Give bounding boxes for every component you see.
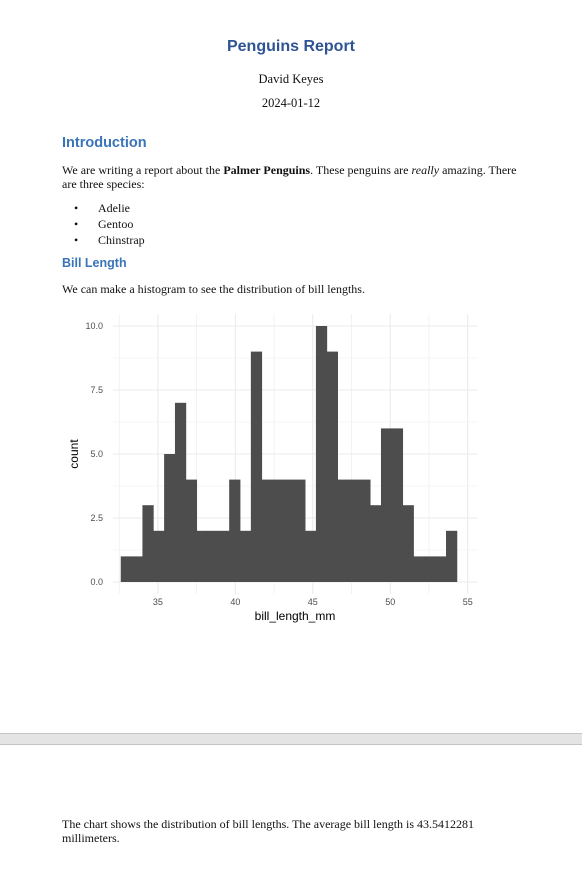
intro-text-end: amazing. There are three species: <box>62 163 517 191</box>
histogram-bar <box>240 530 252 582</box>
histogram-bar <box>196 530 208 582</box>
histogram-bar <box>424 556 436 582</box>
histogram-bar <box>305 530 317 582</box>
species-item: Chinstrap <box>62 232 145 248</box>
x-tick-label: 55 <box>463 597 473 607</box>
histogram-bar <box>153 530 165 582</box>
x-tick-label: 50 <box>385 597 395 607</box>
x-tick-label: 40 <box>230 597 240 607</box>
histogram-bar <box>294 479 306 582</box>
histogram-bar <box>413 556 425 582</box>
y-tick-label: 10.0 <box>85 321 103 331</box>
bill-length-heading: Bill Length <box>62 256 127 270</box>
summary-paragraph: The chart shows the distribution of bill… <box>62 817 475 845</box>
introduction-heading: Introduction <box>62 135 147 151</box>
histogram-bar <box>283 479 295 582</box>
species-item: Adelie <box>62 200 145 216</box>
report-author: David Keyes <box>258 72 324 86</box>
histogram-bar <box>261 479 273 582</box>
y-tick-label: 2.5 <box>90 513 103 523</box>
histogram-bar <box>391 428 404 582</box>
histogram-bar <box>435 556 447 582</box>
intro-italic-text: really <box>411 163 440 177</box>
report-date: 2024-01-12 <box>261 96 321 110</box>
histogram-bar <box>272 479 284 582</box>
intro-text-start: We are writing a report about the <box>62 163 224 177</box>
report-title: Penguins Report <box>226 38 355 55</box>
x-axis-title: bill_length_mm <box>255 609 336 623</box>
histogram-bar <box>120 556 132 582</box>
x-tick-label: 45 <box>308 597 318 607</box>
histogram-bar <box>229 479 241 582</box>
y-axis-title: count <box>67 439 81 469</box>
page-break <box>0 733 582 745</box>
histogram-bar <box>164 454 176 582</box>
bill-length-histogram: 35 40 45 50 55 0.0 2.5 5.0 7.5 10.0 bill_length_mm… <box>67 314 477 623</box>
histogram-bar <box>326 351 338 582</box>
histogram-bar <box>185 479 198 582</box>
histogram-bar <box>359 479 371 582</box>
histogram-bar <box>174 402 187 582</box>
histogram-bar <box>315 326 328 582</box>
bill-length-paragraph: We can make a histogram to see the distr… <box>62 282 365 296</box>
y-tick-label: 7.5 <box>90 385 103 395</box>
x-tick-label: 35 <box>153 597 163 607</box>
report-page-1: Penguins Report David Keyes 2024-01-12 I… <box>0 0 582 733</box>
histogram-bar <box>131 556 143 582</box>
histogram-bar <box>402 505 414 582</box>
histogram-bar <box>446 530 458 582</box>
histogram-bar <box>218 530 230 582</box>
species-list: Adelie Gentoo Chinstrap <box>62 200 145 248</box>
report-page-2: The chart shows the distribution of bill… <box>0 745 582 870</box>
histogram-bar <box>370 505 382 582</box>
intro-bold-text: Palmer Penguins <box>223 163 311 177</box>
histogram-bar <box>348 479 360 582</box>
introduction-paragraph: We are writing a report about the Palmer… <box>62 163 532 191</box>
histogram-bar <box>337 479 349 582</box>
histogram-bar <box>250 351 263 582</box>
histogram-bar <box>142 505 154 582</box>
y-tick-label: 0.0 <box>90 577 103 587</box>
intro-text-middle: . These penguins are <box>310 163 412 177</box>
histogram-bar <box>380 428 393 582</box>
species-item: Gentoo <box>62 216 145 232</box>
histogram-bar <box>207 530 219 582</box>
y-tick-label: 5.0 <box>90 449 103 459</box>
